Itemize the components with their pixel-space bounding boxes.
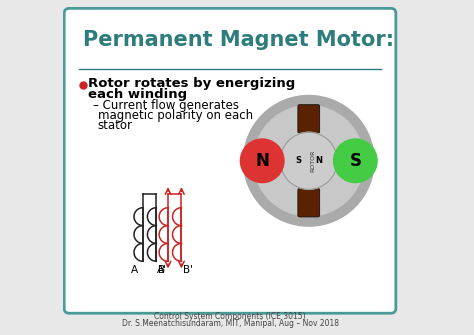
Text: ROTOR: ROTOR — [310, 150, 315, 172]
FancyBboxPatch shape — [298, 105, 319, 133]
Circle shape — [240, 139, 284, 183]
Text: Permanent Magnet Motor:: Permanent Magnet Motor: — [82, 30, 394, 50]
Text: B': B' — [183, 265, 193, 275]
Circle shape — [334, 139, 377, 183]
FancyBboxPatch shape — [298, 188, 319, 217]
Text: S: S — [296, 156, 301, 165]
Text: A': A' — [157, 265, 167, 275]
FancyBboxPatch shape — [64, 8, 396, 313]
Text: Control System Components (ICE 3015): Control System Components (ICE 3015) — [154, 312, 306, 321]
Text: N: N — [255, 152, 269, 170]
Text: – Current flow generates: – Current flow generates — [93, 99, 239, 112]
Text: S: S — [349, 152, 361, 170]
Text: Rotor rotates by energizing: Rotor rotates by energizing — [88, 77, 295, 90]
Circle shape — [244, 95, 374, 226]
Text: A: A — [131, 265, 138, 275]
Text: B: B — [158, 265, 165, 275]
Circle shape — [254, 106, 364, 216]
Circle shape — [280, 132, 337, 189]
Text: stator: stator — [98, 119, 133, 132]
Text: N: N — [315, 156, 322, 165]
Text: Dr. S.Meenatchisundaram, MIT, Manipal, Aug – Nov 2018: Dr. S.Meenatchisundaram, MIT, Manipal, A… — [121, 319, 338, 328]
Text: each winding: each winding — [88, 88, 187, 101]
Text: magnetic polarity on each: magnetic polarity on each — [98, 109, 253, 122]
